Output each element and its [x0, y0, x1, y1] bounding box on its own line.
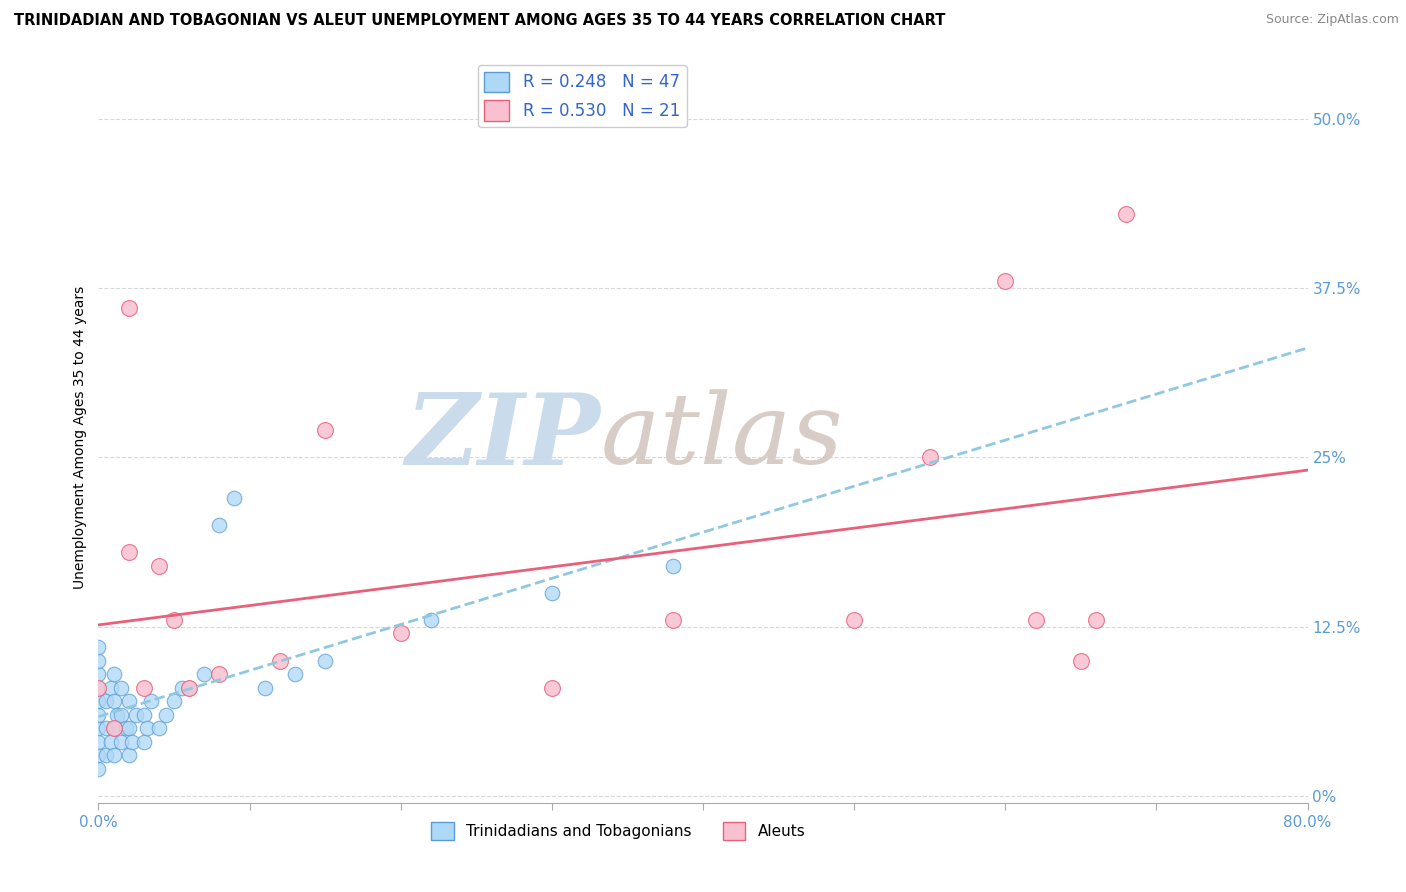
Point: [110, 707, 132, 722]
Point: [148, 558, 170, 573]
Point: [1115, 206, 1137, 220]
Point: [87, 681, 110, 695]
Point: [118, 545, 141, 559]
Point: [110, 681, 132, 695]
Point: [94, 748, 117, 763]
Point: [103, 721, 125, 735]
Text: ZIP: ZIP: [405, 389, 600, 485]
Point: [284, 667, 307, 681]
Point: [918, 450, 941, 465]
Point: [87, 654, 110, 668]
Point: [87, 667, 110, 681]
Point: [179, 681, 201, 695]
Point: [314, 423, 336, 437]
Point: [110, 735, 132, 749]
Point: [661, 558, 683, 573]
Point: [132, 681, 155, 695]
Legend: Trinidadians and Tobagonians, Aleuts: Trinidadians and Tobagonians, Aleuts: [425, 815, 811, 847]
Text: TRINIDADIAN AND TOBAGONIAN VS ALEUT UNEMPLOYMENT AMONG AGES 35 TO 44 YEARS CORRE: TRINIDADIAN AND TOBAGONIAN VS ALEUT UNEM…: [14, 13, 945, 29]
Point: [540, 681, 562, 695]
Point: [389, 626, 412, 640]
Point: [87, 762, 110, 776]
Point: [179, 681, 201, 695]
Point: [87, 640, 110, 654]
Point: [1024, 613, 1046, 627]
Text: Source: ZipAtlas.com: Source: ZipAtlas.com: [1265, 13, 1399, 27]
Point: [103, 694, 125, 708]
Point: [1085, 613, 1108, 627]
Point: [100, 735, 122, 749]
Point: [121, 735, 143, 749]
Point: [125, 707, 148, 722]
Point: [141, 694, 163, 708]
Point: [114, 721, 136, 735]
Point: [87, 721, 110, 735]
Point: [420, 613, 443, 627]
Point: [87, 694, 110, 708]
Point: [224, 491, 246, 505]
Point: [118, 301, 141, 316]
Point: [170, 681, 193, 695]
Point: [87, 735, 110, 749]
Point: [540, 586, 562, 600]
Point: [1070, 654, 1092, 668]
Point: [208, 667, 231, 681]
Point: [994, 274, 1017, 288]
Point: [87, 681, 110, 695]
Point: [661, 613, 683, 627]
Point: [155, 707, 177, 722]
Point: [87, 707, 110, 722]
Point: [844, 613, 866, 627]
Point: [105, 707, 128, 722]
Point: [118, 748, 141, 763]
Point: [94, 721, 117, 735]
Point: [193, 667, 215, 681]
Y-axis label: Unemployment Among Ages 35 to 44 years: Unemployment Among Ages 35 to 44 years: [73, 285, 87, 589]
Point: [87, 748, 110, 763]
Point: [148, 721, 170, 735]
Point: [103, 721, 125, 735]
Point: [253, 681, 276, 695]
Point: [103, 667, 125, 681]
Point: [118, 694, 141, 708]
Point: [314, 654, 336, 668]
Point: [132, 707, 155, 722]
Text: atlas: atlas: [600, 390, 844, 484]
Point: [163, 694, 186, 708]
Point: [135, 721, 157, 735]
Point: [163, 613, 186, 627]
Point: [208, 518, 231, 533]
Point: [100, 681, 122, 695]
Point: [103, 748, 125, 763]
Point: [118, 721, 141, 735]
Point: [269, 654, 291, 668]
Point: [94, 694, 117, 708]
Point: [132, 735, 155, 749]
